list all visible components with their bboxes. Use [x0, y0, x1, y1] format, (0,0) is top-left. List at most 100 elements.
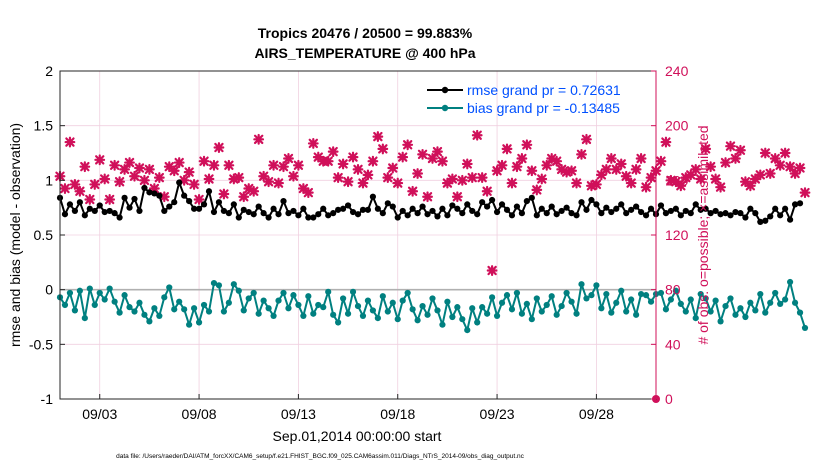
assimilated-obs-marker	[451, 191, 463, 203]
assimilated-obs-marker	[774, 159, 786, 171]
rmse-point	[787, 216, 794, 223]
right-axis-tick-label: 240	[665, 63, 689, 79]
rmse-point	[250, 211, 257, 218]
assimilated-obs-marker	[546, 153, 558, 164]
bias-point	[205, 308, 213, 315]
rmse-point	[687, 210, 694, 217]
bias-point	[419, 302, 426, 310]
assimilated-obs-marker	[382, 172, 394, 184]
rmse-point	[642, 212, 650, 219]
bias-point	[717, 318, 724, 325]
bias-point	[687, 296, 694, 303]
bias-point	[642, 292, 650, 299]
rmse-point	[434, 213, 441, 220]
bias-point	[712, 297, 719, 304]
bias-point	[186, 321, 193, 328]
bias-point	[702, 295, 709, 302]
bias-point	[325, 288, 332, 295]
bias-point	[667, 296, 675, 303]
bias-point	[81, 314, 88, 322]
legend: rmse grand pr = 0.72631 bias grand pr = …	[427, 82, 621, 116]
assimilated-obs-marker	[551, 155, 563, 167]
bias-point	[240, 307, 247, 314]
rmse-point	[459, 210, 466, 217]
bias-point	[662, 306, 670, 313]
rmse-point	[498, 201, 506, 208]
right-axis-tick-label: 0	[665, 391, 673, 407]
assimilated-obs-marker	[283, 153, 294, 164]
assimilated-obs-marker	[402, 139, 414, 151]
assimilated-obs-marker	[427, 153, 438, 164]
rmse-point	[210, 208, 218, 216]
data-file-footer: data file: /Users/raeder/DAI/ATM_forcXX/…	[116, 453, 525, 460]
bias-point	[136, 299, 143, 306]
left-axis-tick-label: 1	[45, 172, 53, 188]
bias-point	[161, 294, 168, 301]
assimilated-obs-marker	[114, 176, 126, 188]
rmse-point	[518, 210, 526, 217]
assimilated-obs-marker	[635, 153, 647, 164]
assimilated-obs-marker	[89, 179, 101, 190]
bias-point	[235, 287, 242, 294]
assimilated-obs-marker	[645, 172, 657, 184]
rmse-point	[310, 214, 317, 221]
rmse-point	[200, 201, 208, 208]
assimilated-obs-marker	[496, 159, 508, 171]
assimilated-obs-marker	[541, 159, 553, 171]
bias-point	[608, 309, 615, 316]
rmse-point	[523, 198, 530, 205]
rmse-point	[389, 203, 396, 210]
bias-point	[593, 282, 600, 289]
rmse-point	[354, 211, 362, 218]
rmse-point	[762, 217, 769, 224]
rmse-point	[657, 202, 665, 209]
bias-point	[66, 289, 74, 297]
assimilated-obs-marker	[193, 194, 205, 205]
bias-point	[657, 289, 665, 297]
assimilated-obs-marker	[486, 265, 498, 276]
rmse-point	[414, 210, 421, 217]
assimilated-obs-marker	[64, 136, 76, 148]
rmse-point	[330, 210, 337, 217]
bias-point	[454, 304, 461, 311]
assimilated-obs-marker	[59, 183, 71, 194]
rmse-point	[439, 205, 446, 212]
bias-point	[623, 308, 630, 315]
left-axis-tick-label: 0	[45, 282, 53, 298]
assimilated-obs-marker	[437, 155, 448, 167]
bias-point	[558, 302, 565, 310]
assimilated-obs-marker	[243, 183, 255, 194]
assimilated-obs-marker	[273, 177, 284, 189]
assimilated-obs-marker	[307, 138, 319, 149]
rmse-point	[479, 199, 486, 206]
bias-point	[285, 305, 292, 312]
bias-point	[444, 298, 451, 305]
bias-point	[86, 285, 93, 292]
bias-point	[141, 311, 148, 318]
rmse-point	[419, 203, 426, 210]
rmse-point	[444, 212, 451, 219]
x-axis-tick-label: 09/18	[380, 406, 415, 422]
rmse-point	[91, 207, 98, 215]
assimilated-obs-marker	[422, 191, 433, 203]
assimilated-obs-marker	[198, 155, 210, 167]
rmse-point	[81, 212, 88, 219]
rmse-point	[166, 203, 173, 210]
bias-point	[742, 313, 749, 321]
assimilated-obs-marker	[715, 181, 726, 193]
rmse-series	[56, 179, 804, 225]
rmse-point	[647, 205, 655, 212]
assimilated-obs-marker	[387, 162, 399, 174]
bias-point	[796, 309, 804, 316]
assimilated-obs-marker	[456, 174, 468, 186]
bias-point	[96, 289, 103, 297]
rmse-point	[191, 205, 198, 212]
assimilated-obs-marker	[680, 172, 692, 184]
rmse-point	[593, 201, 600, 208]
bias-point	[633, 311, 640, 318]
bias-point	[260, 297, 267, 304]
bias-point	[181, 306, 188, 313]
assimilated-obs-marker	[233, 172, 245, 184]
assimilated-obs-marker	[610, 163, 622, 175]
